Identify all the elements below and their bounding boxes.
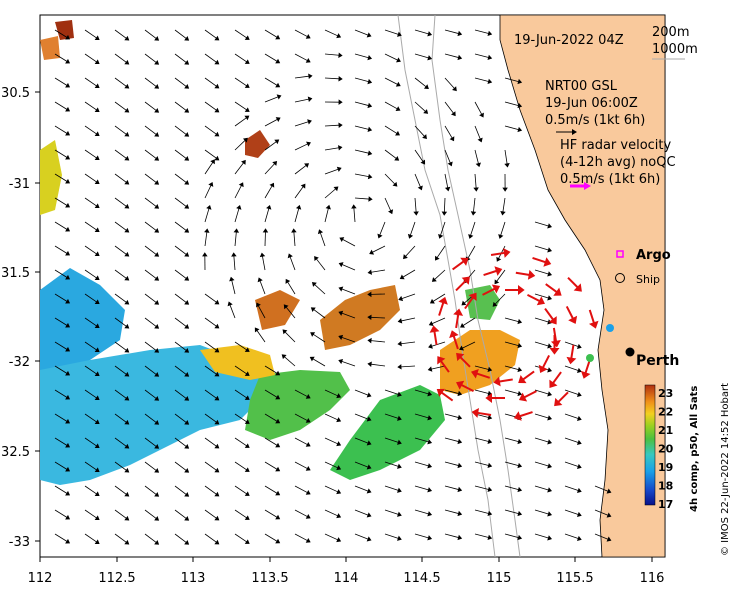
contour-legend-1000m: 1000m [652,42,698,57]
colorbar-label: 4h comp, p50, All Sats [689,386,700,512]
colorbar-tick-label: 22 [658,406,673,419]
model-scale: 0.5m/s (1kt 6h) [545,113,645,128]
model-time: 19-Jun 06:00Z [545,96,638,111]
perth-marker [626,348,635,357]
perth-label: Perth [636,353,679,369]
x-tick-label: 114 [334,571,359,586]
contour-legend-200m: 200m [652,25,689,40]
x-tick-label: 113 [181,571,206,586]
x-axis: 112 112.5 113 113.5 114 114.5 115 115.5 116 [28,557,665,586]
date-label: 19-Jun-2022 04Z [514,33,624,48]
y-tick-label: -31 [9,177,30,192]
credit: © IMOS 22-Jun-2022 14:52 Hobart [720,383,731,556]
y-tick-label: -32 [9,355,30,370]
y-tick-label: -33 [9,535,30,550]
colorbar-gradient [645,385,655,505]
y-tick-label: 32.5 [1,445,30,460]
radar-subtitle: (4-12h avg) noQC [560,155,676,170]
colorbar-ticks: 23 22 21 20 19 18 17 [658,387,674,511]
colorbar-tick-label: 17 [658,498,673,511]
colorbar: 23 22 21 20 19 18 17 4h comp, p50, All Sats [645,385,700,512]
radar-title: HF radar velocity [560,138,672,153]
x-tick-label: 112 [28,571,53,586]
x-tick-label: 113.5 [251,571,288,586]
x-tick-label: 114.5 [403,571,440,586]
colorbar-tick-label: 20 [658,443,674,456]
y-axis: 30.5 -31 31.5 -32 32.5 -33 [1,86,40,550]
ship-label: Ship [636,273,660,286]
x-tick-label: 115 [487,571,512,586]
argo-label: Argo [636,248,671,263]
model-name: NRT00 GSL [545,79,618,94]
radar-station-1 [606,324,614,332]
colorbar-tick-label: 19 [658,461,673,474]
x-tick-label: 112.5 [98,571,135,586]
x-tick-label: 115.5 [556,571,593,586]
colorbar-tick-label: 23 [658,387,673,400]
x-tick-label: 116 [640,571,665,586]
colorbar-tick-label: 18 [658,480,673,493]
y-tick-label: 31.5 [1,266,30,281]
radar-station-2 [586,354,594,362]
colorbar-tick-label: 21 [658,424,673,437]
y-tick-label: 30.5 [1,86,30,101]
